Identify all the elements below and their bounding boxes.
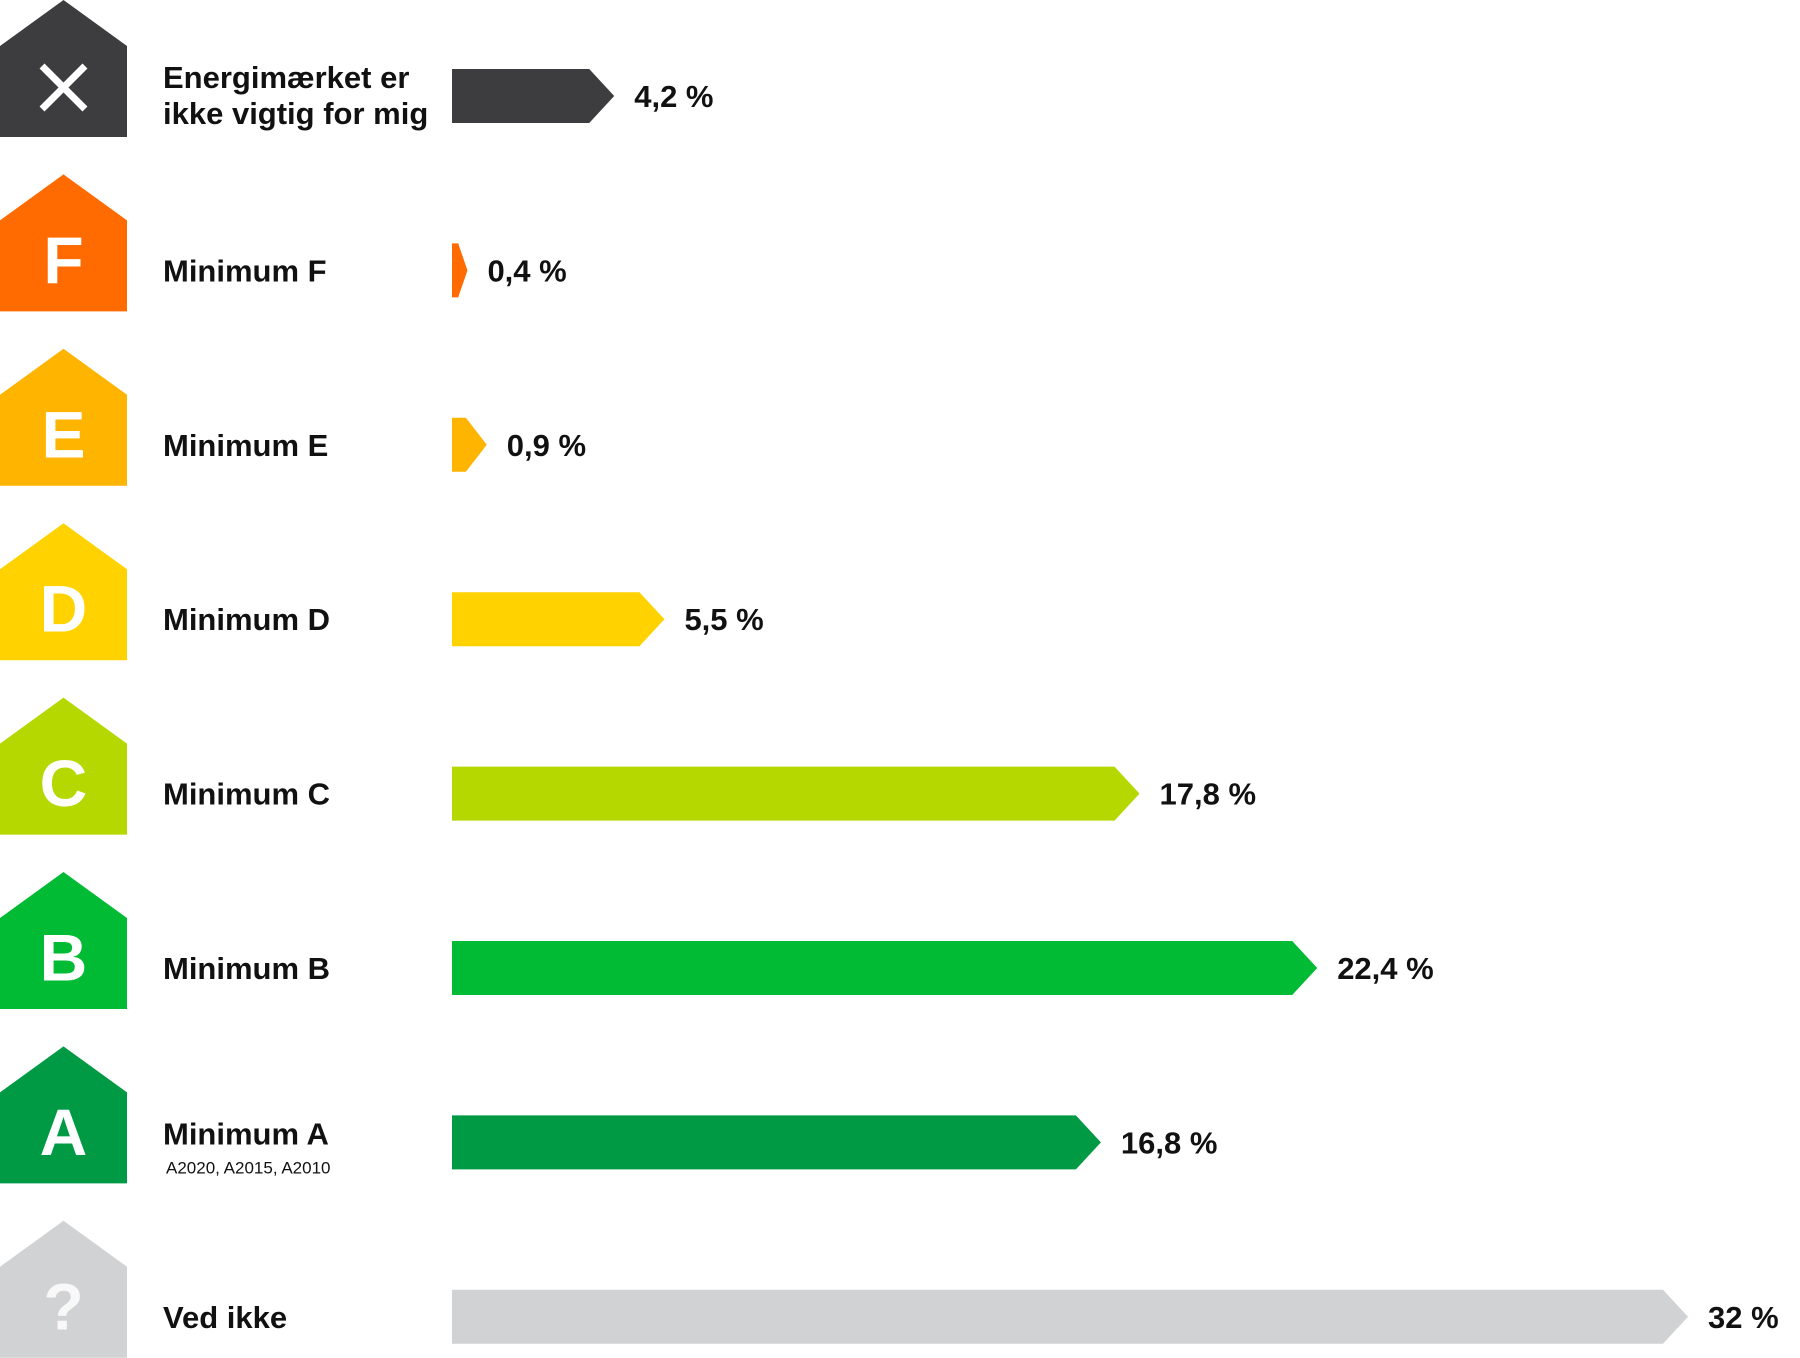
value-label: 4,2 % [634,79,713,114]
energy-badge [0,523,127,661]
badge-letter: E [41,397,85,471]
category-label: Minimum A [163,1116,329,1151]
chart-row: F Minimum F 0,4 % [0,174,567,312]
energy-badge [0,697,127,835]
value-label: 17,8 % [1160,777,1257,812]
energy-badge [0,872,127,1009]
chart-row: ? Ved ikke 32 % [0,1220,1779,1358]
chart-row: A Minimum A A2020, A2015, A2010 16,8 % [0,1046,1218,1184]
category-label: Minimum F [163,253,327,288]
bar [452,69,615,123]
value-label: 5,5 % [684,602,763,637]
badge-letter: F [43,223,83,297]
chart-row: D Minimum D 5,5 % [0,523,764,661]
value-label: 22,4 % [1337,951,1434,986]
category-label: ikke vigtig for mig [163,96,428,131]
category-label: Minimum D [163,602,330,637]
energy-badge [0,174,127,312]
bar [452,243,468,298]
energy-badge [0,0,127,137]
close-icon [39,63,88,112]
chart-row: B Minimum B 22,4 % [0,872,1434,1009]
category-label: Minimum C [163,777,330,812]
badge-letter: B [40,921,88,995]
bar [452,766,1140,821]
badge-letter: ? [43,1269,83,1343]
badge-letter: D [40,572,88,646]
energy-badge [0,1046,127,1184]
category-label: Minimum E [163,428,328,463]
value-label: 16,8 % [1121,1125,1218,1160]
bar [452,1115,1101,1170]
value-label: 0,9 % [507,428,586,463]
value-label: 32 % [1708,1300,1779,1335]
energy-badge [0,1220,127,1358]
bar [452,417,487,472]
badge-letter: C [40,746,88,820]
bar [452,592,665,647]
badge-letter: A [40,1095,88,1169]
chart-row: C Minimum C 17,8 % [0,697,1257,835]
category-label: Energimærket er [163,60,409,95]
bar [452,1289,1688,1344]
energy-badge [0,348,127,486]
category-sublabel: A2020, A2015, A2010 [166,1158,331,1177]
chart-row: E Minimum E 0,9 % [0,348,586,486]
bar [452,941,1318,995]
category-label: Minimum B [163,951,330,986]
close-icon-stroke [39,63,88,112]
value-label: 0,4 % [487,253,566,288]
category-label: Ved ikke [163,1300,287,1335]
